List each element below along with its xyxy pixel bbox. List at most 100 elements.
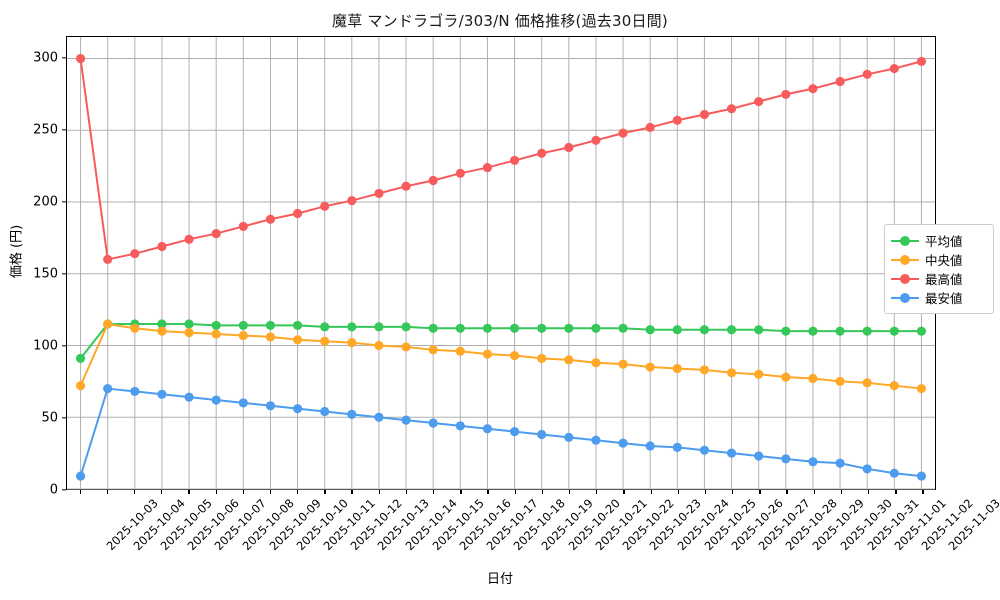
data-point — [916, 383, 927, 394]
data-point — [292, 335, 303, 345]
legend-swatch-icon — [891, 291, 919, 305]
legend-item-3[interactable]: 最高値 — [891, 269, 985, 288]
data-point — [808, 326, 818, 336]
data-point — [835, 376, 845, 386]
data-point — [130, 249, 140, 259]
x-axis-tick-labels: 2025-10-03 2025-10-04 2025-10-05 2025-10-06… — [66, 496, 1000, 566]
data-point — [781, 89, 791, 99]
data-point — [591, 435, 601, 445]
data-point — [455, 346, 465, 356]
data-point — [75, 353, 86, 364]
data-point — [537, 148, 547, 158]
data-point — [265, 332, 276, 342]
data-point — [509, 427, 520, 437]
data-point — [75, 53, 86, 64]
series-line — [79, 57, 923, 261]
x-tick-mark — [188, 490, 190, 494]
x-tick-mark — [215, 490, 217, 494]
y-tick-mark — [62, 345, 66, 347]
legend-item-4[interactable]: 最安値 — [891, 288, 985, 307]
y-tick-label: 0 — [49, 482, 58, 498]
data-point — [754, 451, 764, 461]
data-point — [672, 442, 682, 452]
data-point — [726, 325, 737, 335]
y-tick-mark — [62, 56, 66, 59]
y-tick-label: 150 — [33, 266, 58, 282]
y-tick-label: 300 — [33, 50, 58, 66]
series-line — [79, 387, 923, 478]
data-point — [347, 409, 357, 419]
series-2 — [75, 319, 927, 394]
series-4 — [75, 383, 927, 481]
data-point — [754, 325, 764, 335]
legend-item-2[interactable]: 中央値 — [891, 250, 985, 269]
data-point — [808, 373, 818, 384]
x-tick-mark — [405, 490, 408, 494]
data-point — [238, 320, 248, 330]
data-point — [482, 424, 493, 434]
data-point — [401, 415, 411, 425]
data-point — [401, 342, 411, 352]
y-tick-label: 100 — [33, 338, 58, 354]
series-line — [79, 322, 923, 360]
data-point — [618, 438, 628, 448]
data-point — [130, 386, 140, 397]
data-point — [320, 201, 330, 211]
data-point — [808, 457, 818, 467]
y-tick-label: 200 — [33, 194, 58, 210]
data-point — [672, 325, 682, 335]
data-point — [699, 445, 710, 455]
y-tick-label: 250 — [33, 122, 58, 138]
data-point — [455, 168, 465, 178]
data-point — [645, 122, 655, 132]
data-point — [103, 254, 113, 264]
x-tick-mark — [433, 490, 435, 494]
x-tick-mark — [269, 490, 272, 494]
data-point — [292, 320, 303, 330]
data-point — [482, 162, 493, 173]
data-point — [374, 188, 384, 198]
legend-item-1[interactable]: 平均値 — [891, 231, 985, 250]
data-point — [347, 196, 357, 206]
chart-legend[interactable]: 平均値 中央値 最高値最安値 — [884, 224, 994, 314]
data-point — [75, 471, 86, 481]
legend-label: 最安値 — [925, 291, 963, 306]
data-point — [211, 229, 221, 239]
x-tick-mark — [786, 490, 788, 494]
x-tick-mark — [514, 490, 516, 494]
data-point — [835, 76, 845, 87]
data-point — [754, 96, 764, 107]
data-point — [726, 448, 737, 458]
data-point — [374, 322, 384, 332]
x-tick-mark — [623, 490, 625, 494]
x-tick-mark — [133, 490, 136, 494]
data-point — [564, 355, 574, 365]
data-point — [645, 325, 655, 335]
y-tick-mark — [62, 273, 66, 275]
data-point — [265, 214, 276, 224]
data-point — [75, 381, 86, 391]
data-point — [401, 181, 411, 191]
x-tick-mark — [487, 490, 489, 494]
data-point — [781, 454, 791, 464]
legend-swatch-icon — [891, 234, 919, 248]
x-tick-mark — [324, 490, 326, 494]
series-line — [79, 322, 923, 390]
data-point — [238, 330, 248, 341]
x-tick-mark — [596, 490, 598, 494]
data-point — [808, 84, 818, 94]
x-tick-mark — [297, 490, 299, 494]
data-point — [265, 401, 276, 411]
data-point — [781, 326, 791, 336]
data-point — [509, 350, 520, 361]
data-point — [292, 404, 303, 414]
data-point — [103, 319, 113, 329]
data-point — [862, 464, 872, 474]
data-point — [618, 323, 628, 333]
data-point — [862, 378, 872, 388]
x-tick-mark — [79, 490, 81, 494]
data-point — [699, 365, 710, 375]
data-point — [591, 323, 601, 333]
series-3 — [75, 53, 927, 264]
data-point — [211, 395, 221, 405]
